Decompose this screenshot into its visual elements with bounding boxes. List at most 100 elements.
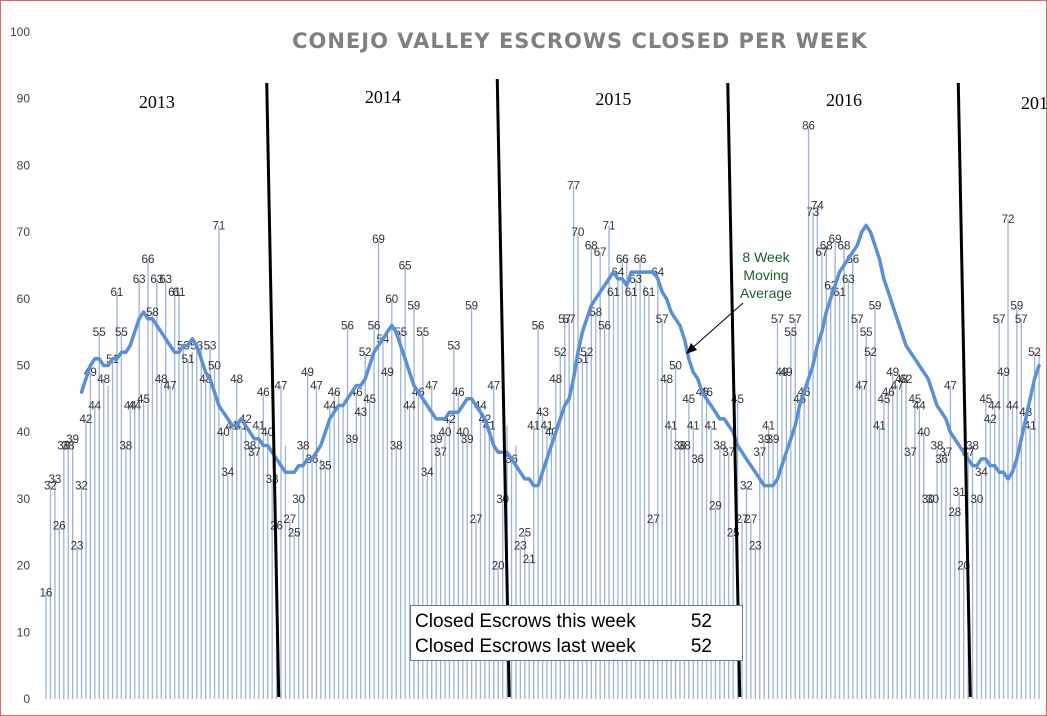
data-label-214: 44 xyxy=(988,401,1001,413)
data-label-206: 31 xyxy=(953,487,966,499)
this-week-label: Closed Escrows this week xyxy=(415,611,636,632)
data-label-30: 61 xyxy=(173,287,186,299)
data-label-217: 72 xyxy=(1002,214,1015,226)
bar-130 xyxy=(621,258,623,699)
data-label-26: 48 xyxy=(155,374,168,386)
y-tick-label-4: 40 xyxy=(17,425,31,439)
data-label-192: 47 xyxy=(891,381,904,393)
data-label-27: 63 xyxy=(159,274,172,286)
data-label-203: 37 xyxy=(940,447,953,459)
data-label-187: 59 xyxy=(869,300,882,312)
data-label-79: 38 xyxy=(390,441,403,453)
data-label-74: 56 xyxy=(368,320,381,332)
bar-99 xyxy=(484,418,486,699)
bar-79 xyxy=(395,445,397,699)
bar-24 xyxy=(151,312,154,699)
bar-63 xyxy=(324,465,326,699)
bar-39 xyxy=(218,225,220,699)
bar-146 xyxy=(692,425,694,699)
data-label-137: 27 xyxy=(647,514,660,526)
y-tick-label-5: 50 xyxy=(17,359,31,373)
last-week-row: Closed Escrows last week 52 xyxy=(415,634,738,659)
data-label-152: 38 xyxy=(713,441,726,453)
data-label-112: 43 xyxy=(536,407,549,419)
bar-160 xyxy=(754,545,756,699)
bar-165 xyxy=(776,318,779,699)
data-label-50: 40 xyxy=(261,427,274,439)
annotation-line-2: Moving xyxy=(743,267,788,283)
data-label-175: 67 xyxy=(815,247,828,259)
this-week-row: Closed Escrows this week 52 xyxy=(415,609,738,634)
data-label-9: 42 xyxy=(79,414,92,426)
data-label-115: 48 xyxy=(549,374,562,386)
bar-51 xyxy=(271,478,273,699)
bar-76 xyxy=(382,338,384,699)
bar-31 xyxy=(182,345,185,699)
bar-215 xyxy=(998,318,1000,699)
bar-136 xyxy=(648,292,650,699)
bar-11 xyxy=(94,405,96,699)
bar-143 xyxy=(679,445,681,699)
data-label-64: 44 xyxy=(323,401,336,413)
bar-172 xyxy=(807,125,810,699)
bar-145 xyxy=(688,398,690,699)
bar-195 xyxy=(909,452,912,699)
bar-74 xyxy=(373,325,375,699)
data-label-43: 48 xyxy=(230,374,243,386)
bar-68 xyxy=(346,325,349,699)
data-label-116: 52 xyxy=(554,347,567,359)
bar-148 xyxy=(701,392,703,699)
bar-154 xyxy=(728,452,730,699)
bar-78 xyxy=(391,298,393,699)
this-week-value: 52 xyxy=(690,611,712,632)
bar-194 xyxy=(905,378,907,699)
data-label-139: 57 xyxy=(656,314,669,326)
bar-5 xyxy=(67,445,69,699)
bar-47 xyxy=(253,452,256,699)
bar-168 xyxy=(790,332,792,699)
bar-16 xyxy=(116,292,118,699)
bar-45 xyxy=(244,418,247,699)
data-label-24: 58 xyxy=(146,307,159,319)
bar-56 xyxy=(293,532,295,699)
data-label-118: 57 xyxy=(563,314,576,326)
y-tick-label-7: 70 xyxy=(17,225,31,239)
data-label-154: 37 xyxy=(722,447,735,459)
bar-44 xyxy=(240,425,242,699)
year-label-2015: 2015 xyxy=(595,89,631,109)
bar-73 xyxy=(369,398,371,699)
annotation-arrowhead xyxy=(686,343,697,354)
data-label-32: 51 xyxy=(181,354,194,366)
data-label-136: 61 xyxy=(642,287,655,299)
year-labels: 2013 2014 2015 2016 2017 xyxy=(139,87,1047,113)
bar-85 xyxy=(422,332,424,699)
bar-189 xyxy=(883,398,885,699)
bar-203 xyxy=(945,452,947,699)
bar-115 xyxy=(555,378,557,699)
bar-41 xyxy=(227,472,229,699)
data-label-111: 56 xyxy=(532,320,545,332)
bar-222 xyxy=(1029,425,1031,699)
bar-224 xyxy=(1038,352,1040,699)
bar-153 xyxy=(723,445,725,699)
bar-163 xyxy=(767,425,770,699)
data-label-167: 49 xyxy=(780,367,793,379)
data-label-188: 41 xyxy=(873,421,886,433)
bar-206 xyxy=(958,492,960,699)
data-label-7: 23 xyxy=(71,541,84,553)
bar-125 xyxy=(599,252,601,700)
data-label-102: 20 xyxy=(492,561,505,573)
data-label-13: 48 xyxy=(97,374,110,386)
bar-83 xyxy=(413,305,415,699)
bar-66 xyxy=(337,392,340,699)
last-week-value: 52 xyxy=(690,636,712,657)
data-label-3: 26 xyxy=(53,521,66,533)
year-label-2014: 2014 xyxy=(365,87,401,107)
bar-28 xyxy=(169,385,171,699)
data-label-78: 60 xyxy=(385,294,398,306)
data-label-90: 40 xyxy=(439,427,452,439)
bar-164 xyxy=(772,438,774,699)
bar-14 xyxy=(107,385,109,699)
y-tick-label-3: 30 xyxy=(17,492,31,506)
data-label-69: 39 xyxy=(345,434,358,446)
